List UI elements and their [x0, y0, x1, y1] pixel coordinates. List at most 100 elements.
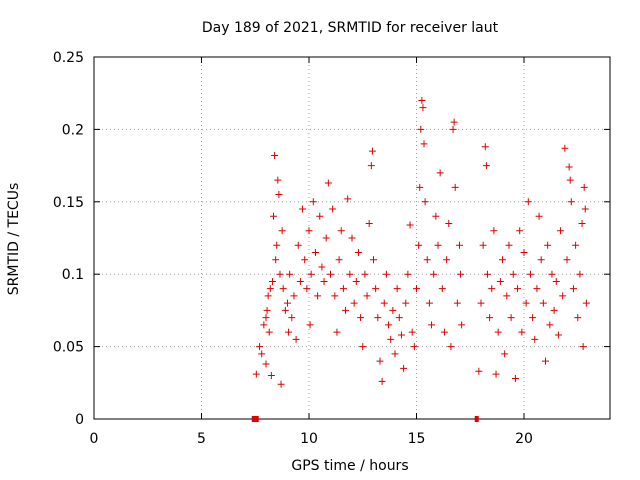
y-tick-label: 0.15	[53, 195, 84, 211]
data-point	[296, 277, 304, 285]
data-point	[329, 205, 337, 213]
data-point	[380, 299, 388, 307]
data-point	[574, 314, 582, 322]
data-point	[367, 162, 375, 170]
data-point	[273, 241, 281, 249]
data-point	[561, 144, 569, 152]
data-point	[507, 314, 515, 322]
data-point	[449, 125, 457, 133]
data-point	[514, 285, 522, 293]
data-point	[518, 328, 526, 336]
data-point	[492, 370, 500, 378]
data-point	[546, 321, 554, 329]
data-point	[372, 285, 380, 293]
data-point	[292, 335, 300, 343]
data-point	[348, 234, 356, 242]
data-point	[483, 270, 491, 278]
data-point	[342, 306, 350, 314]
data-point	[550, 306, 558, 314]
data-point	[276, 270, 284, 278]
data-point	[277, 380, 285, 388]
data-point	[397, 331, 405, 339]
data-point	[509, 270, 517, 278]
data-point	[544, 241, 552, 249]
data-point	[316, 212, 324, 220]
data-point	[479, 241, 487, 249]
data-point	[443, 256, 451, 264]
gap-markers	[251, 416, 479, 422]
data-point	[436, 169, 444, 177]
data-point	[408, 328, 416, 336]
data-point	[327, 270, 334, 278]
chart-title: Day 189 of 2021, SRMTID for receiver lau…	[202, 20, 499, 36]
data-point	[482, 162, 490, 170]
data-point	[503, 292, 511, 300]
data-point	[299, 205, 307, 213]
data-point	[274, 176, 282, 184]
y-tick-label: 0.1	[62, 267, 84, 283]
data-point	[410, 343, 418, 351]
data-point	[505, 241, 513, 249]
data-point	[581, 205, 589, 213]
data-point	[432, 212, 440, 220]
data-point	[288, 314, 296, 322]
data-point	[267, 372, 275, 380]
data-point	[374, 314, 382, 322]
data-point	[445, 220, 453, 228]
data-point	[324, 179, 332, 187]
x-tick-label: 10	[300, 431, 318, 447]
data-point	[413, 285, 420, 293]
data-point	[430, 270, 438, 278]
data-point	[451, 183, 459, 191]
data-point	[320, 277, 328, 285]
data-point	[378, 377, 386, 385]
data-point	[496, 277, 504, 285]
data-point	[290, 292, 298, 300]
data-point	[389, 306, 397, 314]
data-point	[402, 299, 410, 307]
data-point	[531, 335, 539, 343]
data-point	[457, 270, 465, 278]
data-point	[311, 248, 319, 256]
data-point	[346, 270, 354, 278]
y-tick-label: 0	[75, 412, 84, 428]
data-point	[569, 285, 577, 293]
data-point	[423, 256, 431, 264]
data-point	[579, 343, 587, 351]
data-point	[563, 256, 571, 264]
data-point	[279, 285, 287, 293]
data-point	[391, 350, 399, 358]
data-point	[306, 321, 314, 329]
data-point	[265, 328, 273, 336]
data-point	[357, 314, 365, 322]
data-point	[256, 343, 264, 351]
data-point	[262, 360, 270, 368]
data-point	[284, 299, 291, 307]
x-tick-label: 5	[197, 431, 206, 447]
data-point	[539, 299, 547, 307]
data-point	[529, 314, 537, 322]
data-point	[475, 367, 483, 375]
data-point	[417, 125, 425, 133]
data-point	[263, 306, 271, 314]
data-point	[318, 263, 326, 271]
data-point	[303, 285, 311, 293]
data-point	[395, 314, 403, 322]
data-point	[370, 256, 377, 264]
data-point	[258, 350, 266, 358]
data-point	[559, 292, 567, 300]
x-tick-label: 20	[515, 431, 533, 447]
data-point	[477, 299, 485, 307]
data-point	[285, 328, 293, 336]
data-points	[252, 96, 590, 388]
data-point	[576, 270, 584, 278]
data-point	[393, 285, 401, 293]
data-point	[309, 198, 317, 206]
data-point	[434, 241, 442, 249]
data-point	[385, 321, 393, 329]
data-point	[266, 285, 274, 293]
data-point	[419, 104, 427, 112]
y-tick-label: 0.25	[53, 50, 84, 66]
data-point	[270, 212, 278, 220]
